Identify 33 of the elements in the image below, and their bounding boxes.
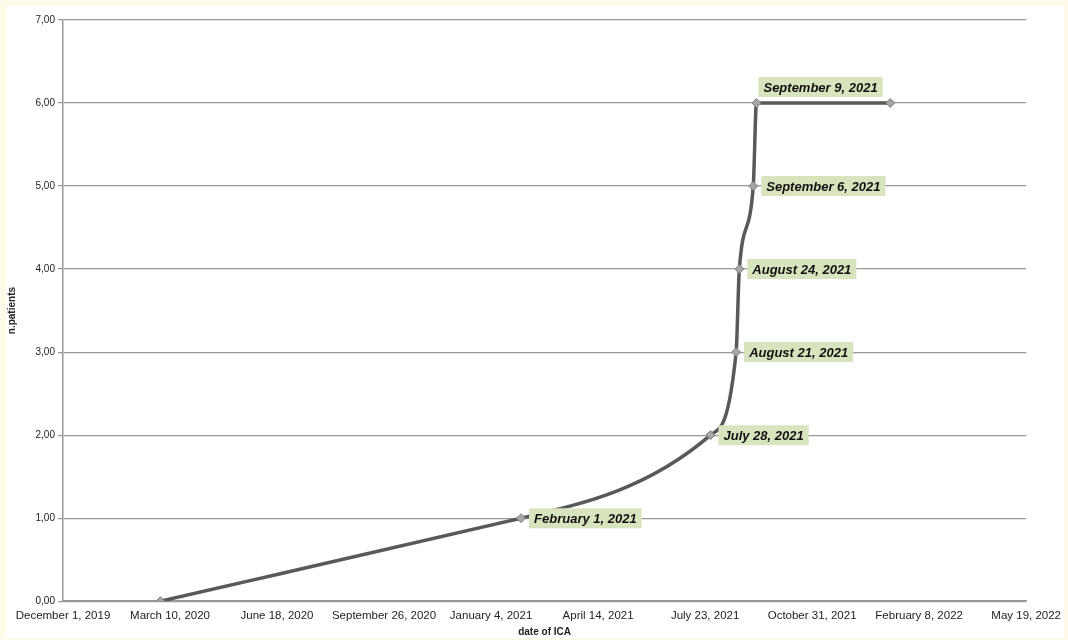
point [731, 347, 742, 358]
y-tick-label: 6,00 [35, 96, 56, 108]
point [751, 98, 762, 109]
point [705, 430, 716, 441]
x-tick-label: October 31, 2021 [767, 609, 857, 622]
y-tick-label: 2,00 [35, 428, 56, 440]
annotation: August 21, 2021 [748, 344, 849, 360]
annotation: September 9, 2021 [763, 79, 878, 95]
annotation: February 1, 2021 [534, 510, 637, 526]
point [516, 513, 527, 524]
x-tick-label: February 8, 2022 [875, 609, 963, 622]
x-tick-label: September 26, 2020 [331, 609, 437, 622]
y-axis-title: n.patients [5, 286, 17, 335]
point [885, 98, 896, 109]
x-tick-label: March 10, 2020 [130, 609, 210, 622]
point [734, 264, 745, 275]
x-tick-label: May 19, 2022 [991, 609, 1061, 622]
annotation: August 24, 2021 [751, 261, 852, 277]
x-tick-label: April 14, 2021 [562, 609, 634, 622]
point [748, 181, 759, 192]
y-tick-label: 3,00 [35, 345, 56, 357]
x-tick-label: July 23, 2021 [670, 609, 740, 622]
y-tick-label: 4,00 [35, 262, 56, 274]
y-tick-label: 1,00 [35, 511, 56, 523]
x-tick-label: June 18, 2020 [240, 609, 314, 622]
x-axis-title: date of ICA [518, 625, 571, 637]
y-tick-label: 0,00 [35, 594, 56, 606]
y-tick-label: 7,00 [35, 13, 56, 25]
y-tick-label: 5,00 [35, 179, 56, 191]
annotation: September 6, 2021 [766, 178, 881, 194]
x-tick-label: December 1, 2019 [15, 609, 111, 622]
annotation: July 28, 2021 [723, 427, 804, 443]
x-tick-label: January 4, 2021 [449, 609, 533, 622]
